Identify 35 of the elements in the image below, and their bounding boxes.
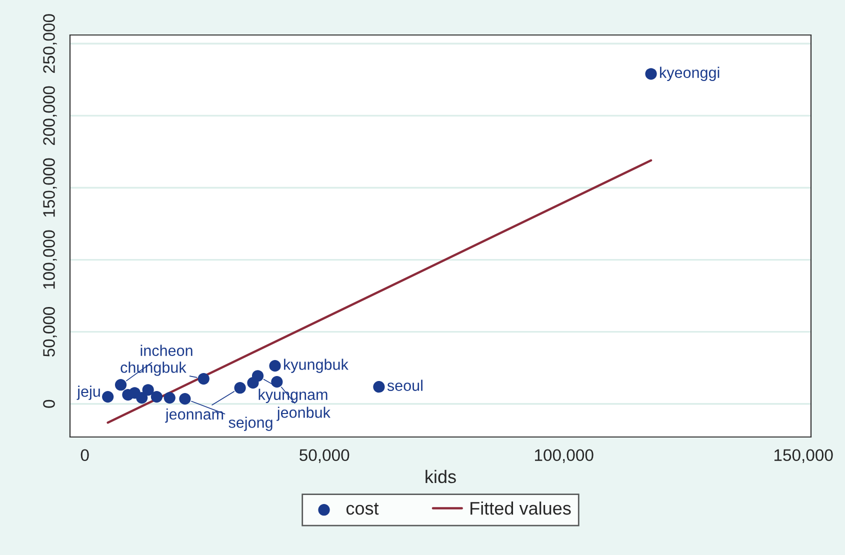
annotation: jeonbuk [276,406,330,421]
x-tick-label: 150,000 [774,449,833,464]
x-tick-label: 100,000 [534,449,594,464]
x-tick-label: 0 [80,449,89,462]
x-tick-label: 50,000 [300,449,350,464]
point [234,382,246,394]
point [150,390,163,403]
y-tick-label: 50,000 [43,306,57,357]
y-tick-label: 150,000 [43,158,57,217]
point [164,392,176,404]
y-tick-label: 100,000 [43,230,57,289]
annotation: incheon [140,344,192,356]
annotation: sejong [228,416,272,431]
annotation: kyungbuk [284,358,348,373]
point [373,381,385,393]
point [198,372,210,385]
legend-label: cost [346,502,379,515]
point [271,376,283,388]
y-tick-label: 200,000 [43,86,57,145]
point [142,384,154,396]
point [645,68,657,80]
point [102,390,114,403]
annotation: kyeonggi [660,66,720,82]
x-axis-title: kids [426,470,456,484]
point [114,379,127,391]
annotation: jeonnam [165,408,224,423]
y-tick-label: 0 [43,400,55,408]
point [136,392,148,404]
legend-label: Fitted values [470,501,571,515]
annotation: seoul [387,380,422,391]
annotation: jeju [76,386,100,400]
point [269,360,281,372]
y-tick-label: 250,000 [43,14,57,73]
point [179,393,191,405]
point [247,377,259,389]
